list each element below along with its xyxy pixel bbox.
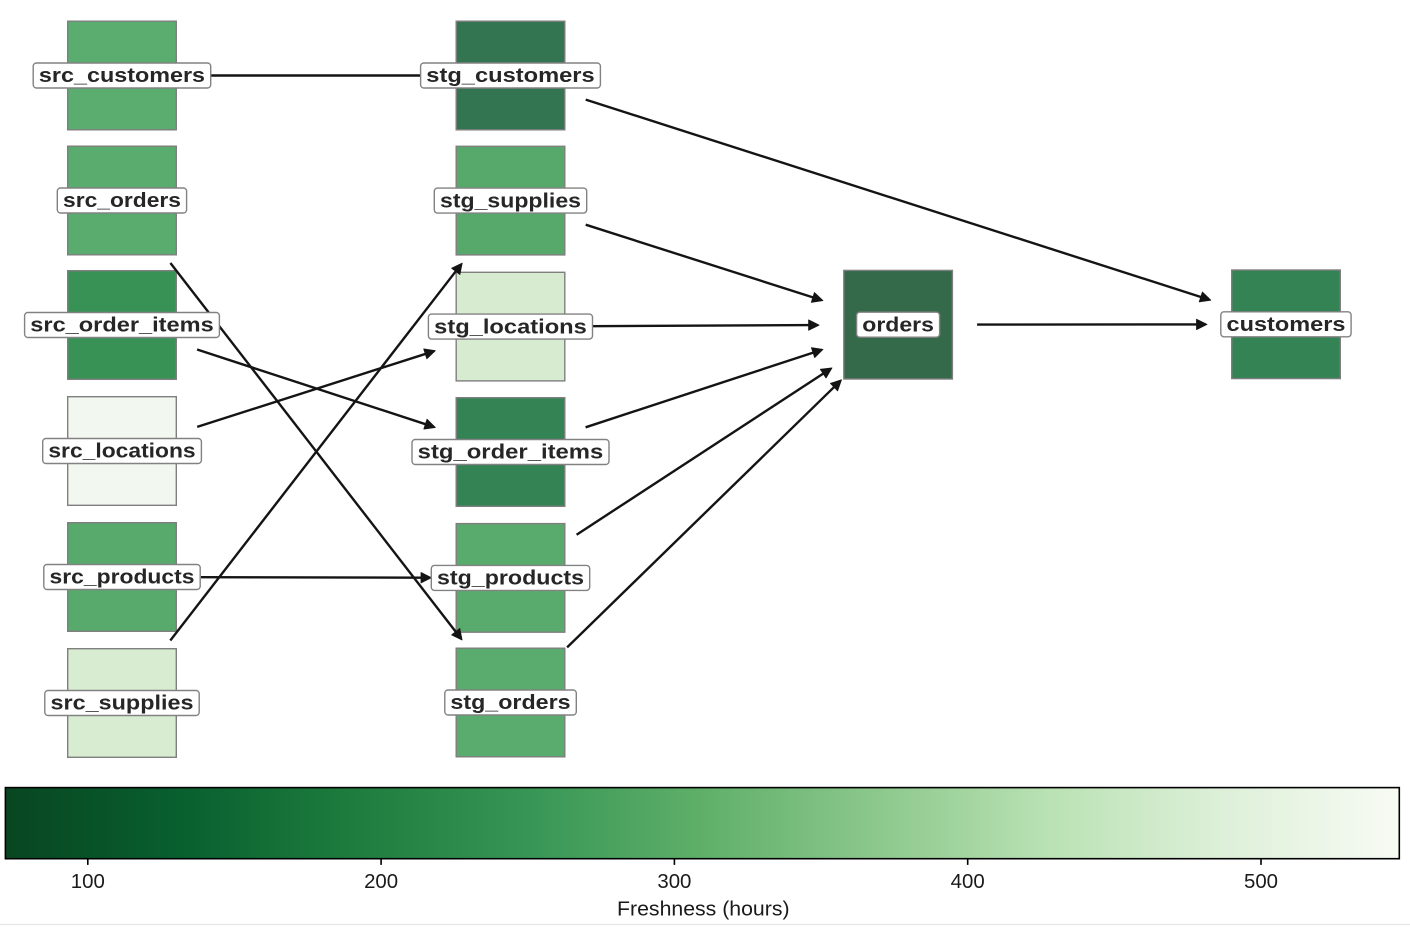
svg-text:stg_customers: stg_customers	[426, 65, 594, 87]
svg-text:src_products: src_products	[50, 567, 195, 589]
svg-text:orders: orders	[862, 314, 934, 336]
svg-text:400: 400	[951, 871, 985, 893]
svg-text:500: 500	[1244, 871, 1278, 893]
svg-text:stg_orders: stg_orders	[450, 692, 570, 714]
svg-text:src_orders: src_orders	[63, 190, 181, 212]
svg-text:stg_supplies: stg_supplies	[440, 190, 581, 212]
svg-text:Freshness (hours): Freshness (hours)	[617, 899, 790, 921]
svg-text:customers: customers	[1227, 314, 1346, 336]
svg-text:300: 300	[657, 871, 691, 893]
svg-text:src_customers: src_customers	[39, 65, 205, 87]
svg-text:src_order_items: src_order_items	[30, 315, 213, 337]
svg-text:src_locations: src_locations	[48, 441, 195, 463]
svg-text:src_supplies: src_supplies	[51, 693, 194, 715]
svg-text:stg_locations: stg_locations	[434, 316, 587, 338]
svg-text:stg_order_items: stg_order_items	[418, 442, 604, 464]
svg-text:stg_products: stg_products	[437, 568, 584, 590]
svg-text:200: 200	[364, 871, 398, 893]
svg-text:100: 100	[71, 871, 105, 893]
